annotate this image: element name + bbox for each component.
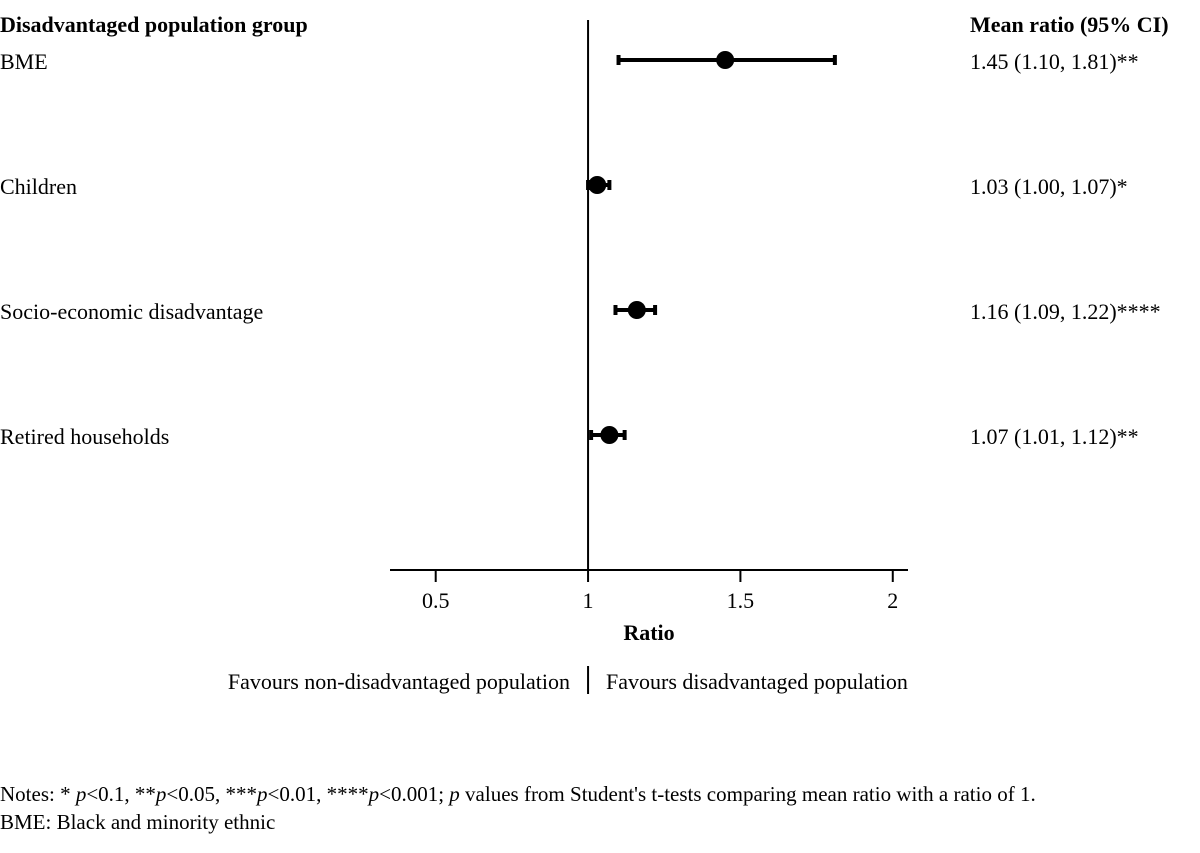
- forest-plot-figure: { "type": "forest-plot", "dimensions": {…: [0, 0, 1200, 853]
- forest-plot-svg: [0, 0, 1200, 853]
